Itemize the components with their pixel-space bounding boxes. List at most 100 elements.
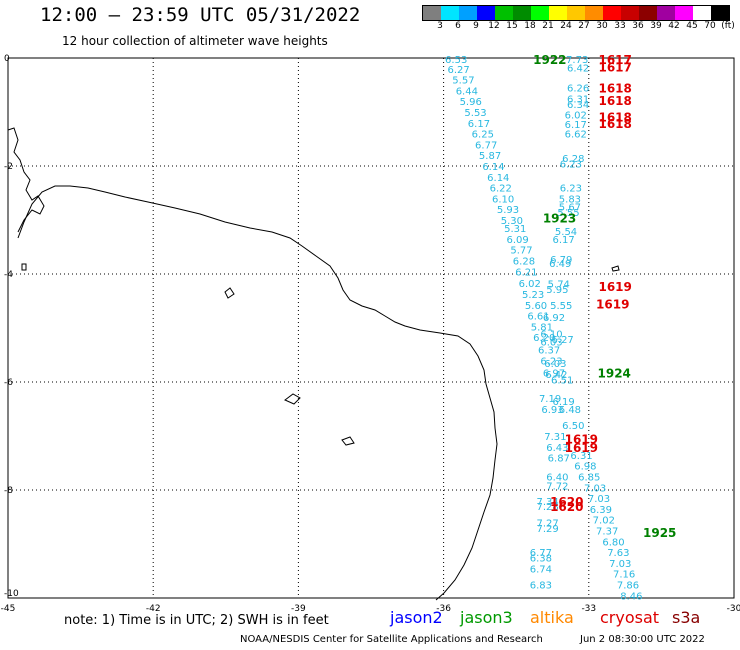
wave-height-label: 6.27: [552, 335, 574, 346]
wave-height-label: 7.02: [593, 516, 615, 527]
wave-height-label: 6.03: [540, 338, 562, 349]
wave-height-label: 6.31: [570, 451, 592, 462]
wave-height-label: 6.40: [546, 473, 568, 484]
wave-height-label: 5.60: [525, 301, 547, 312]
pass-time-label: 1924: [598, 366, 631, 380]
legend-tick-label: 9: [473, 21, 479, 31]
y-tick-label: -2: [4, 162, 13, 172]
y-tick-label: -8: [4, 486, 13, 496]
wave-height-label: 7.37: [596, 527, 618, 538]
wave-height-label: 7.31: [544, 432, 566, 443]
map-grid: [7, 57, 735, 599]
wave-height-label: 7.29: [537, 524, 559, 535]
wave-height-label: 5.74: [548, 280, 570, 291]
wave-height-label: 6.09: [507, 235, 529, 246]
footer-credit: NOAA/NESDIS Center for Satellite Applica…: [240, 634, 543, 645]
wave-height-label: 7.27: [537, 518, 559, 529]
wave-height-label: 5.23: [522, 290, 544, 301]
wave-height-label: 7.72: [546, 482, 568, 493]
x-axis-ticks: -45 -42 -39 -36 -33 -30: [1, 604, 740, 614]
island-coastline: [7, 127, 45, 233]
wave-height-label: 6.53: [445, 55, 467, 66]
wave-height-label: 6.27: [447, 65, 469, 76]
wave-height-label: 6.42: [545, 370, 567, 381]
legend-swatch: [513, 6, 531, 20]
wave-height-label: 7.73: [566, 55, 588, 66]
wave-height-label: 6.23: [540, 356, 562, 367]
legend-swatch: [603, 6, 621, 20]
wave-height-label: 6.03: [544, 359, 566, 370]
wave-height-label: 6.77: [530, 548, 552, 559]
wave-height-label: 5.95: [546, 285, 568, 296]
wave-height-label: 6.19: [553, 397, 575, 408]
legend-tick-label: 30: [596, 21, 608, 31]
y-tick-label: -10: [4, 589, 19, 599]
wave-height-label: 6.98: [574, 462, 596, 473]
island-small-1: [224, 287, 235, 299]
wave-height-label: 5.55: [550, 301, 572, 312]
wave-height-label: 6.43: [546, 443, 568, 454]
wave-height-label: 6.17: [553, 235, 575, 246]
wave-height-label: 6.49: [549, 259, 571, 270]
wave-height-label: 6.34: [567, 100, 589, 111]
wave-height-label: 6.20: [533, 333, 555, 344]
wave-height-label: 6.48: [559, 405, 581, 416]
legend-tick-label: 70: [704, 21, 716, 31]
x-tick-label: -33: [581, 604, 596, 614]
page-title: 12:00 – 23:59 UTC 05/31/2022: [40, 4, 361, 26]
wave-height-label: 5.96: [460, 97, 482, 108]
x-tick-label: -36: [436, 604, 451, 614]
wave-height-label: 5.30: [501, 216, 523, 227]
wave-height-label: 5.83: [559, 194, 581, 205]
pass-time-label: 1618: [598, 82, 631, 96]
wave-height-label: 6.14: [487, 173, 509, 184]
island-small-2: [284, 393, 301, 405]
legend-swatch: [567, 6, 585, 20]
wave-height-label: 7.19: [539, 394, 561, 405]
legend-swatch: [639, 6, 657, 20]
wave-height-label: 6.61: [527, 312, 549, 323]
wave-height-label: 6.79: [550, 255, 572, 266]
map-frame: [7, 57, 735, 599]
legend-tick-label: 3: [437, 21, 443, 31]
page-subtitle: 12 hour collection of altimeter wave hei…: [62, 34, 328, 48]
wave-height-label: 6.77: [475, 140, 497, 151]
footer-timestamp: Jun 2 08:30:00 UTC 2022: [580, 634, 705, 645]
wave-height-label: 6.50: [562, 421, 584, 432]
wave-height-label: 5.57: [452, 76, 474, 87]
pass-time-label: 1620: [550, 495, 583, 509]
x-tick-label: -45: [1, 604, 16, 614]
wave-height-label: 6.37: [538, 346, 560, 357]
legend-swatch: [459, 6, 477, 20]
wave-height-label: 6.51: [551, 375, 573, 386]
wave-height-label: 6.83: [530, 581, 552, 592]
legend-tick-label: 15: [506, 21, 518, 31]
island-small-5: [21, 263, 27, 271]
wave-height-label: 7.28: [537, 502, 559, 513]
legend-tick-label: 27: [578, 21, 590, 31]
wave-height-label: 7.03: [584, 483, 606, 494]
pass-time-label: 1619: [596, 298, 629, 312]
wave-height-label: 6.44: [456, 86, 478, 97]
wave-height-label: 7.03: [588, 494, 610, 505]
legend-swatch: [441, 6, 459, 20]
wave-height-label: 6.42: [567, 64, 589, 75]
pass-time-labels: 1922192319241925161716171618161816181618…: [533, 53, 676, 540]
color-scale-legend: [422, 5, 730, 21]
island-small-4: [611, 265, 620, 272]
wave-height-label: 6.31: [567, 95, 589, 106]
wave-height-label: 6.25: [472, 130, 494, 141]
wave-height-label: 7.03: [609, 559, 631, 570]
satellite-legend-s3a: s3a: [672, 608, 701, 627]
wave-height-label: 6.21: [515, 267, 537, 278]
legend-tick-label: 39: [650, 21, 662, 31]
island-small-3: [341, 436, 355, 446]
wave-height-label: 6.10: [540, 329, 562, 340]
wave-height-label: 5.93: [497, 205, 519, 216]
pass-time-label: 1620: [550, 500, 583, 514]
legend-swatch: [711, 6, 729, 20]
x-tick-label: -39: [291, 604, 306, 614]
wave-height-label: 6.38: [530, 554, 552, 565]
legend-swatch: [585, 6, 603, 20]
wave-height-label: 5.31: [504, 224, 526, 235]
